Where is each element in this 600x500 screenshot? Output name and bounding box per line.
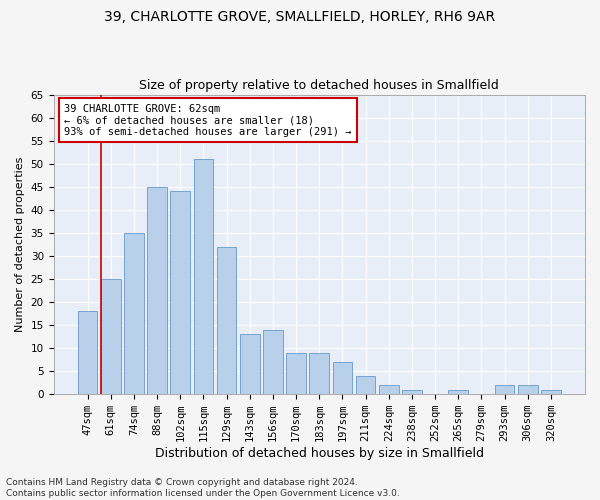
Bar: [379, 385, 398, 394]
Bar: [194, 159, 213, 394]
Bar: [356, 376, 376, 394]
Bar: [147, 187, 167, 394]
Title: Size of property relative to detached houses in Smallfield: Size of property relative to detached ho…: [139, 79, 499, 92]
Bar: [170, 192, 190, 394]
Text: Contains HM Land Registry data © Crown copyright and database right 2024.
Contai: Contains HM Land Registry data © Crown c…: [6, 478, 400, 498]
Bar: [77, 311, 97, 394]
Bar: [402, 390, 422, 394]
X-axis label: Distribution of detached houses by size in Smallfield: Distribution of detached houses by size …: [155, 447, 484, 460]
Bar: [124, 233, 144, 394]
Bar: [448, 390, 468, 394]
Bar: [310, 352, 329, 394]
Bar: [541, 390, 561, 394]
Bar: [332, 362, 352, 394]
Text: 39, CHARLOTTE GROVE, SMALLFIELD, HORLEY, RH6 9AR: 39, CHARLOTTE GROVE, SMALLFIELD, HORLEY,…: [104, 10, 496, 24]
Bar: [286, 352, 306, 394]
Text: 39 CHARLOTTE GROVE: 62sqm
← 6% of detached houses are smaller (18)
93% of semi-d: 39 CHARLOTTE GROVE: 62sqm ← 6% of detach…: [64, 104, 352, 136]
Bar: [217, 246, 236, 394]
Bar: [263, 330, 283, 394]
Y-axis label: Number of detached properties: Number of detached properties: [15, 156, 25, 332]
Bar: [518, 385, 538, 394]
Bar: [240, 334, 260, 394]
Bar: [495, 385, 514, 394]
Bar: [101, 279, 121, 394]
